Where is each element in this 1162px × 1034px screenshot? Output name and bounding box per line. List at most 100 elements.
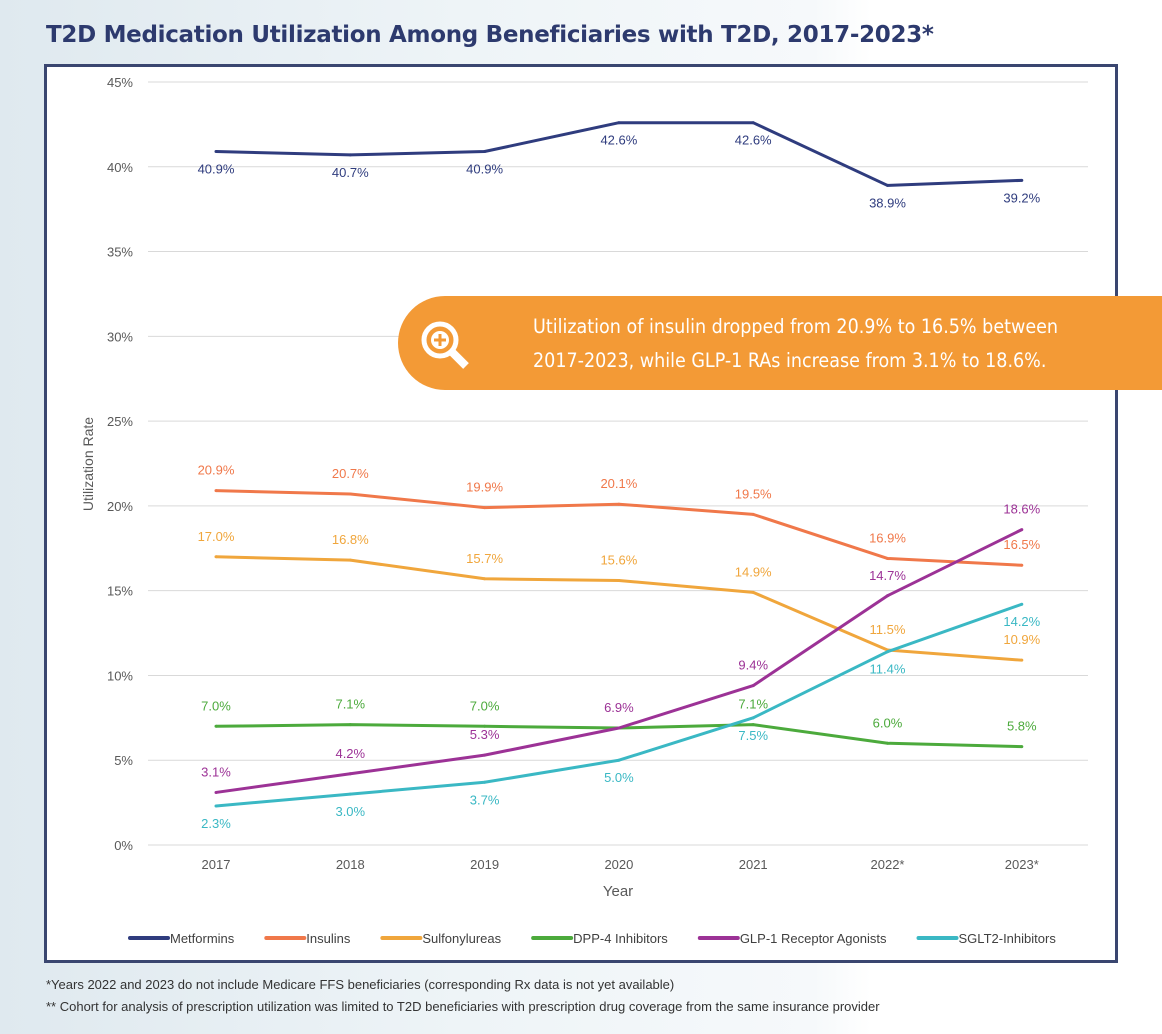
data-label: 16.5%	[1003, 537, 1040, 552]
data-point	[617, 726, 621, 730]
data-point	[348, 772, 352, 776]
data-label: 11.4%	[870, 662, 906, 677]
data-point	[886, 741, 889, 745]
x-axis-title: Year	[603, 883, 633, 900]
page-title: T2D Medication Utilization Among Benefic…	[46, 22, 934, 48]
y-tick-label: 30%	[107, 329, 133, 344]
data-point	[1020, 528, 1024, 532]
data-point	[348, 558, 352, 562]
data-point	[886, 556, 889, 560]
data-label: 3.0%	[335, 804, 365, 819]
data-point	[1020, 563, 1024, 567]
data-point	[483, 577, 487, 581]
x-tick-label: 2020	[604, 857, 633, 872]
data-point	[348, 492, 352, 496]
data-label: 19.9%	[466, 480, 503, 495]
data-label: 38.9%	[869, 195, 906, 210]
legend-label: SGLT2-Inhibitors	[959, 931, 1057, 946]
y-axis-title: Utilization Rate	[80, 417, 96, 511]
chart-frame	[44, 64, 1118, 963]
callout-line-2: 2017-2023, while GLP-1 RAs increase from…	[533, 349, 1047, 372]
x-tick-label: 2017	[202, 857, 231, 872]
legend-label: DPP-4 Inhibitors	[573, 931, 668, 946]
data-label: 4.2%	[335, 746, 365, 761]
data-label: 42.6%	[600, 133, 637, 148]
data-label: 20.9%	[198, 463, 235, 478]
data-point	[214, 150, 218, 154]
x-tick-label: 2018	[336, 857, 365, 872]
data-label: 14.2%	[1003, 614, 1040, 629]
data-label: 20.7%	[332, 466, 369, 481]
x-tick-label: 2023*	[1005, 857, 1039, 872]
data-label: 11.5%	[870, 622, 906, 637]
data-label: 7.0%	[201, 698, 231, 713]
data-point	[214, 790, 218, 794]
data-label: 7.5%	[738, 728, 768, 743]
legend-label: Sulfonylureas	[422, 931, 501, 946]
data-label: 40.9%	[198, 162, 235, 177]
data-point	[1020, 178, 1024, 182]
data-point	[617, 502, 621, 506]
data-label: 7.1%	[738, 697, 768, 712]
data-point	[886, 183, 889, 187]
legend-label: Metformins	[170, 931, 235, 946]
data-label: 5.3%	[470, 727, 500, 742]
data-point	[214, 555, 218, 559]
data-label: 20.1%	[600, 476, 637, 491]
data-point	[751, 512, 755, 516]
data-label: 7.1%	[335, 697, 365, 712]
y-tick-label: 20%	[107, 499, 133, 514]
footnote-2: ** Cohort for analysis of prescription u…	[46, 999, 880, 1014]
data-point	[483, 753, 487, 757]
callout-banner: Utilization of insulin dropped from 20.9…	[398, 296, 1162, 390]
callout-line-1: Utilization of insulin dropped from 20.9…	[533, 315, 1059, 338]
data-label: 3.7%	[470, 792, 500, 807]
data-label: 15.7%	[466, 551, 503, 566]
data-label: 17.0%	[198, 529, 235, 544]
y-tick-label: 40%	[107, 160, 133, 175]
data-point	[483, 780, 487, 784]
data-label: 7.0%	[470, 698, 500, 713]
data-point	[617, 578, 621, 582]
footnote-1: *Years 2022 and 2023 do not include Medi…	[46, 977, 675, 992]
data-label: 3.1%	[201, 764, 231, 779]
data-label: 16.9%	[869, 530, 906, 545]
data-label: 15.6%	[600, 552, 637, 567]
data-label: 6.0%	[873, 715, 903, 730]
data-label: 40.7%	[332, 165, 369, 180]
data-point	[214, 489, 218, 493]
data-point	[483, 150, 487, 154]
data-label: 10.9%	[1003, 632, 1040, 647]
data-point	[751, 590, 755, 594]
legend-label: GLP-1 Receptor Agonists	[740, 931, 887, 946]
y-tick-label: 45%	[107, 75, 133, 90]
data-point	[617, 121, 621, 125]
data-point	[1020, 658, 1024, 662]
legend-label: Insulins	[306, 931, 351, 946]
x-tick-label: 2019	[470, 857, 499, 872]
data-label: 42.6%	[735, 133, 772, 148]
data-label: 6.9%	[604, 700, 634, 715]
data-point	[751, 723, 755, 727]
data-point	[886, 650, 889, 654]
data-point	[617, 758, 621, 762]
y-tick-label: 25%	[107, 414, 133, 429]
data-label: 18.6%	[1003, 502, 1040, 517]
data-point	[348, 153, 352, 157]
data-label: 14.9%	[735, 564, 772, 579]
data-point	[483, 724, 487, 728]
y-tick-label: 15%	[107, 584, 133, 599]
y-tick-label: 35%	[107, 245, 133, 260]
data-point	[483, 506, 487, 510]
data-label: 39.2%	[1003, 190, 1040, 205]
x-tick-label: 2021	[739, 857, 768, 872]
data-point	[214, 804, 218, 808]
y-tick-label: 10%	[107, 668, 133, 683]
data-point	[1020, 602, 1024, 606]
magnifier-plus-icon	[421, 321, 469, 369]
data-label: 19.5%	[735, 486, 772, 501]
data-point	[1020, 745, 1024, 749]
data-point	[348, 792, 352, 796]
data-point	[751, 716, 755, 720]
